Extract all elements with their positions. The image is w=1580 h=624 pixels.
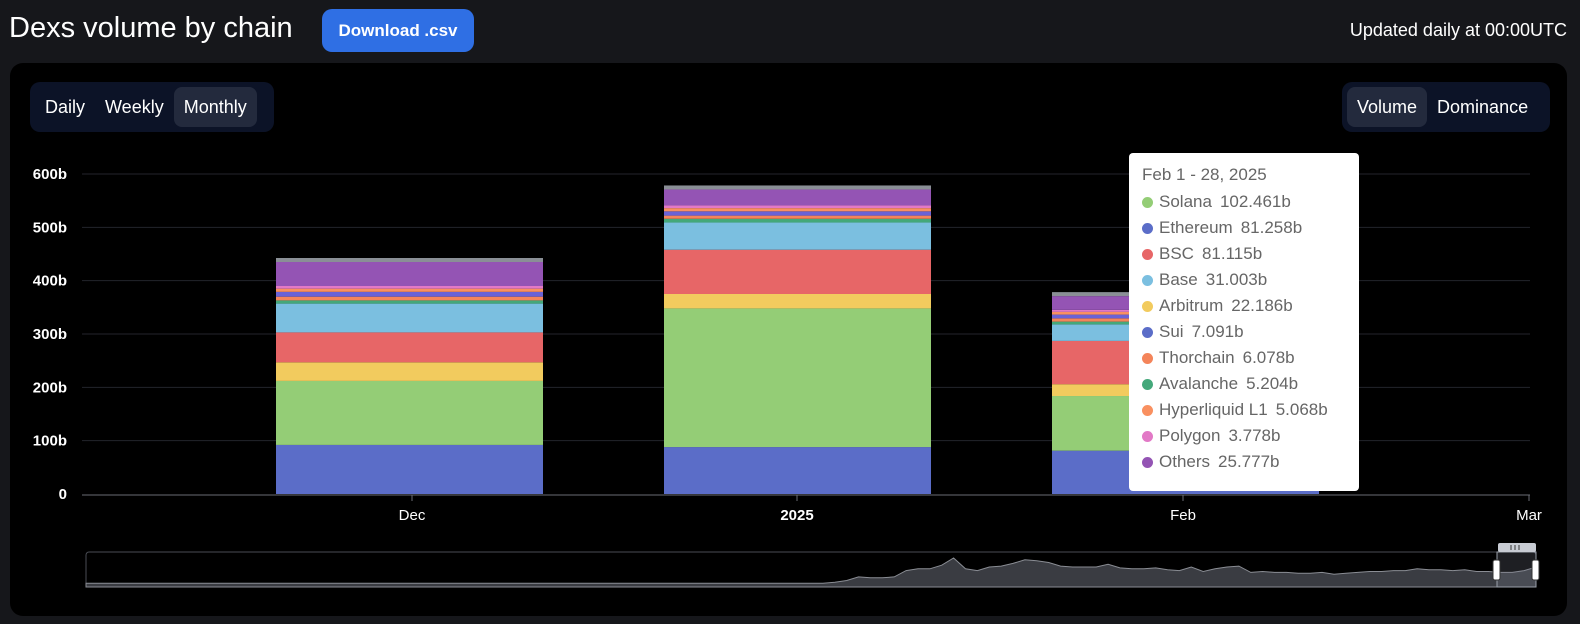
overview-handle-left: [1492, 559, 1501, 581]
overview-area: [85, 557, 1537, 588]
legend-dot-icon: [1142, 300, 1153, 312]
legend-dot-icon: [1142, 404, 1153, 416]
bar-segment: [664, 447, 931, 494]
bar-segment: [276, 291, 543, 297]
y-tick-label: 600b: [33, 166, 67, 183]
bar-segment: [276, 296, 543, 301]
legend-dot-icon: [1142, 222, 1153, 234]
tooltip-series-value: 22.186b: [1231, 296, 1293, 315]
bar-segment: [276, 286, 543, 289]
tooltip-row: Hyperliquid L1 5.068b: [1142, 397, 1346, 423]
mode-toggle: Volume Dominance: [1342, 82, 1550, 132]
bar-segment: [276, 288, 543, 292]
overview-selection: [1496, 551, 1537, 588]
y-tick-label: 500b: [33, 219, 67, 236]
bar-segment: [664, 218, 931, 223]
tooltip-series-name: Ethereum: [1159, 218, 1233, 237]
legend-dot-icon: [1142, 326, 1153, 338]
tooltip-series-name: BSC: [1159, 244, 1194, 263]
tooltip-series-name: Arbitrum: [1159, 296, 1224, 315]
bar-segment: [276, 262, 543, 286]
tooltip-series-value: 102.461b: [1219, 192, 1291, 211]
legend-dot-icon: [1142, 456, 1153, 468]
tab-weekly[interactable]: Weekly: [105, 96, 164, 117]
x-tick-label: Dec: [399, 507, 426, 524]
tooltip-row: Arbitrum 22.186b: [1142, 293, 1346, 319]
y-tick-label: 300b: [33, 326, 67, 343]
download-csv-button[interactable]: Download .csv: [322, 9, 474, 52]
bar-segment: [664, 294, 931, 309]
bar-segment: [664, 205, 931, 209]
tooltip-series-name: Avalanche: [1159, 374, 1239, 393]
bar-segment: [276, 362, 543, 381]
x-tick-label: Mar: [1516, 507, 1542, 524]
tab-daily[interactable]: Daily: [45, 96, 86, 117]
header: Dexs volume by chain Download .csv Updat…: [0, 0, 1580, 62]
tooltip-title: Feb 1 - 28, 2025: [1142, 165, 1267, 184]
period-toggle: Daily Weekly Monthly: [30, 82, 274, 132]
tab-dominance[interactable]: Dominance: [1437, 96, 1529, 117]
tooltip-series-value: 5.204b: [1246, 374, 1299, 393]
bar-segment: [664, 211, 931, 216]
legend-dot-icon: [1142, 196, 1153, 208]
update-schedule-label: Updated daily at 00:00UTC: [1349, 20, 1567, 40]
tab-volume[interactable]: Volume: [1347, 87, 1428, 127]
tooltip-row: Polygon 3.778b: [1142, 423, 1346, 449]
tooltip-series-value: 25.777b: [1218, 452, 1280, 471]
legend-dot-icon: [1142, 430, 1153, 442]
tooltip-row: Ethereum 81.258b: [1142, 215, 1346, 241]
legend-dot-icon: [1142, 248, 1153, 260]
tooltip-series-name: Sui: [1159, 322, 1184, 341]
tooltip-row: Avalanche 5.204b: [1142, 371, 1346, 397]
y-tick-label: 400b: [33, 273, 67, 290]
tooltip-row: BSC 81.115b: [1142, 241, 1346, 267]
tab-monthly[interactable]: Monthly: [173, 87, 257, 127]
tooltip-row: Base 31.003b: [1142, 267, 1346, 293]
tooltip-row: Thorchain 6.078b: [1142, 345, 1346, 371]
tooltip-series-name: Solana: [1159, 192, 1212, 211]
overview-drag-bar: [1498, 543, 1536, 552]
tooltip-row: Others 25.777b: [1142, 449, 1346, 475]
y-tick-label: 0: [59, 486, 67, 503]
bar-segment: [664, 189, 931, 206]
x-tick-label: Feb: [1170, 507, 1196, 524]
bar-segment: [664, 249, 931, 294]
page-title: Dexs volume by chain: [9, 12, 293, 44]
tooltip-series-value: 3.778b: [1228, 426, 1281, 445]
bar-segment: [276, 303, 543, 333]
tooltip-row: Sui 7.091b: [1142, 319, 1346, 345]
bar-segment: [664, 222, 931, 250]
bar-segment: [276, 380, 543, 445]
bar-segment: [664, 308, 931, 448]
tooltip-rows: Solana 102.461b Ethereum 81.258b BSC 81.115b B…: [1142, 189, 1346, 475]
legend-dot-icon: [1142, 274, 1153, 286]
chart-tooltip: Feb 1 - 28, 2025 Solana 102.461b Ethereum 8…: [1129, 153, 1359, 491]
tooltip-series-name: Hyperliquid L1: [1159, 400, 1268, 419]
tooltip-series-value: 5.068b: [1275, 400, 1328, 419]
bar-segment: [276, 332, 543, 363]
y-tick-label: 100b: [33, 433, 67, 450]
bar-top-band: [664, 185, 931, 190]
legend-dot-icon: [1142, 378, 1153, 390]
tooltip-series-value: 7.091b: [1191, 322, 1244, 341]
tooltip-series-value: 6.078b: [1242, 348, 1295, 367]
tooltip-series-value: 81.258b: [1240, 218, 1303, 237]
bar-segment: [276, 300, 543, 304]
bar-segment: [276, 444, 543, 494]
x-tick-label: 2025: [780, 507, 813, 524]
tooltip-series-name: Thorchain: [1159, 348, 1235, 367]
tooltip-series-name: Others: [1159, 452, 1211, 471]
tooltip-series-name: Polygon: [1159, 426, 1221, 445]
tooltip-row: Solana 102.461b: [1142, 189, 1346, 215]
bar-segment: [664, 208, 931, 212]
tooltip-series-value: 81.115b: [1201, 244, 1263, 263]
tooltip-series-name: Base: [1159, 270, 1198, 289]
overview-handle-right: [1531, 559, 1540, 581]
tooltip-series-value: 31.003b: [1205, 270, 1268, 289]
y-tick-label: 200b: [33, 379, 67, 396]
bar-segment: [664, 215, 931, 219]
bar-top-band: [276, 258, 543, 262]
legend-dot-icon: [1142, 352, 1153, 364]
